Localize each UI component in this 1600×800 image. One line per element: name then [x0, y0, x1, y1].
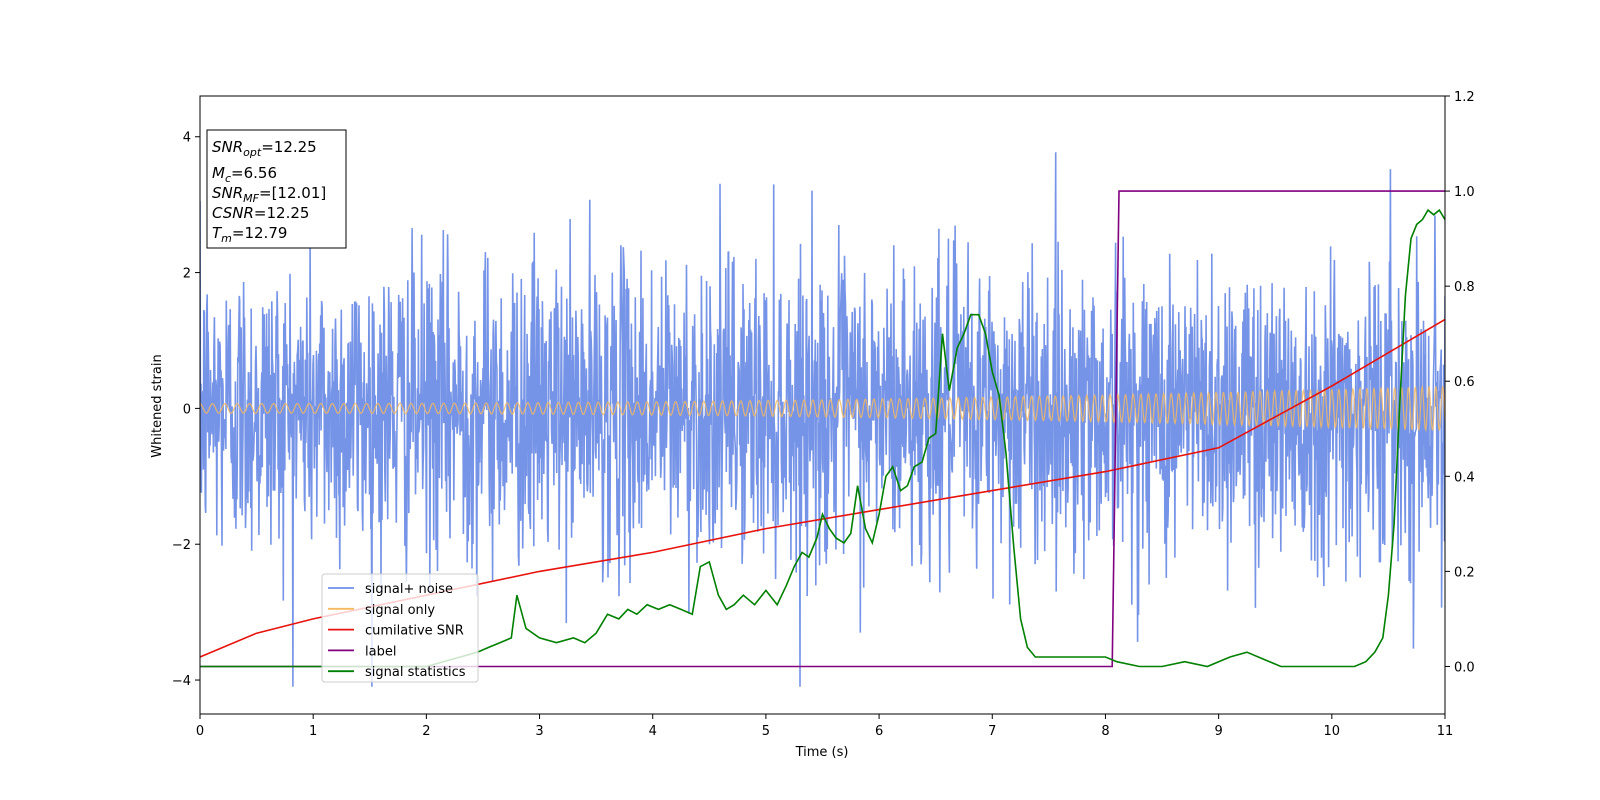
x-axis: 0 1 2 3 4 5 6 7 8 9 10 11 [196, 714, 1453, 739]
y-axis-label: Whitened strain [150, 354, 165, 457]
info-snr-opt: SNRopt=12.25 [212, 138, 317, 159]
info-snr-mf: SNRMF=[12.01] [212, 184, 326, 205]
info-csnr: CSNR=12.25 [212, 204, 309, 222]
series-signal-noise [200, 152, 1445, 687]
info-tm: Tm=12.79 [212, 224, 287, 245]
y-tick-label: 0 [183, 402, 191, 417]
x-tick-label: 0 [196, 724, 204, 739]
info-mc: Mc=6.56 [212, 164, 277, 185]
y-tick-label: 4 [183, 131, 191, 146]
x-tick-label: 7 [988, 724, 996, 739]
y2-tick-label: 0.4 [1454, 470, 1475, 485]
y2-tick-label: 0.0 [1454, 660, 1475, 675]
y-axis-right: 0.0 0.2 0.4 0.6 0.8 1.0 1.2 [1445, 90, 1475, 675]
x-tick-label: 5 [762, 724, 770, 739]
legend: signal+ noise signal only cumilative SNR la… [321, 573, 479, 683]
x-tick-label: 6 [875, 724, 883, 739]
legend-entry: cumilative SNR [365, 624, 464, 639]
y-tick-label: −2 [172, 538, 191, 553]
x-tick-label: 9 [1214, 724, 1222, 739]
y-tick-label: −4 [172, 674, 191, 689]
x-tick-label: 11 [1437, 724, 1454, 739]
legend-entry: label [365, 644, 396, 659]
series-label [200, 190, 1445, 668]
x-tick-label: 4 [649, 724, 657, 739]
y2-tick-label: 0.8 [1454, 280, 1475, 295]
info-box: SNRopt=12.25 Mc=6.56 SNRMF=[12.01] CSNR=… [206, 129, 347, 249]
x-tick-label: 2 [422, 724, 430, 739]
x-tick-label: 1 [309, 724, 317, 739]
y2-tick-label: 1.0 [1454, 185, 1475, 200]
y-axis-left: −4 −2 0 2 4 [172, 131, 200, 689]
x-tick-label: 3 [535, 724, 543, 739]
y-tick-label: 2 [183, 267, 191, 282]
legend-entry: signal+ noise [365, 582, 453, 597]
y2-tick-label: 0.2 [1454, 565, 1475, 580]
plot-frame [199, 95, 1446, 715]
x-tick-label: 8 [1101, 724, 1109, 739]
series-signal-statistics [200, 208, 1445, 668]
legend-entry: signal statistics [365, 665, 466, 680]
x-axis-label: Time (s) [795, 745, 849, 760]
x-tick-label: 10 [1324, 724, 1341, 739]
y2-tick-label: 1.2 [1454, 90, 1475, 105]
series-signal-only [200, 384, 1445, 433]
y2-tick-label: 0.6 [1454, 375, 1475, 390]
legend-entry: signal only [365, 603, 435, 618]
